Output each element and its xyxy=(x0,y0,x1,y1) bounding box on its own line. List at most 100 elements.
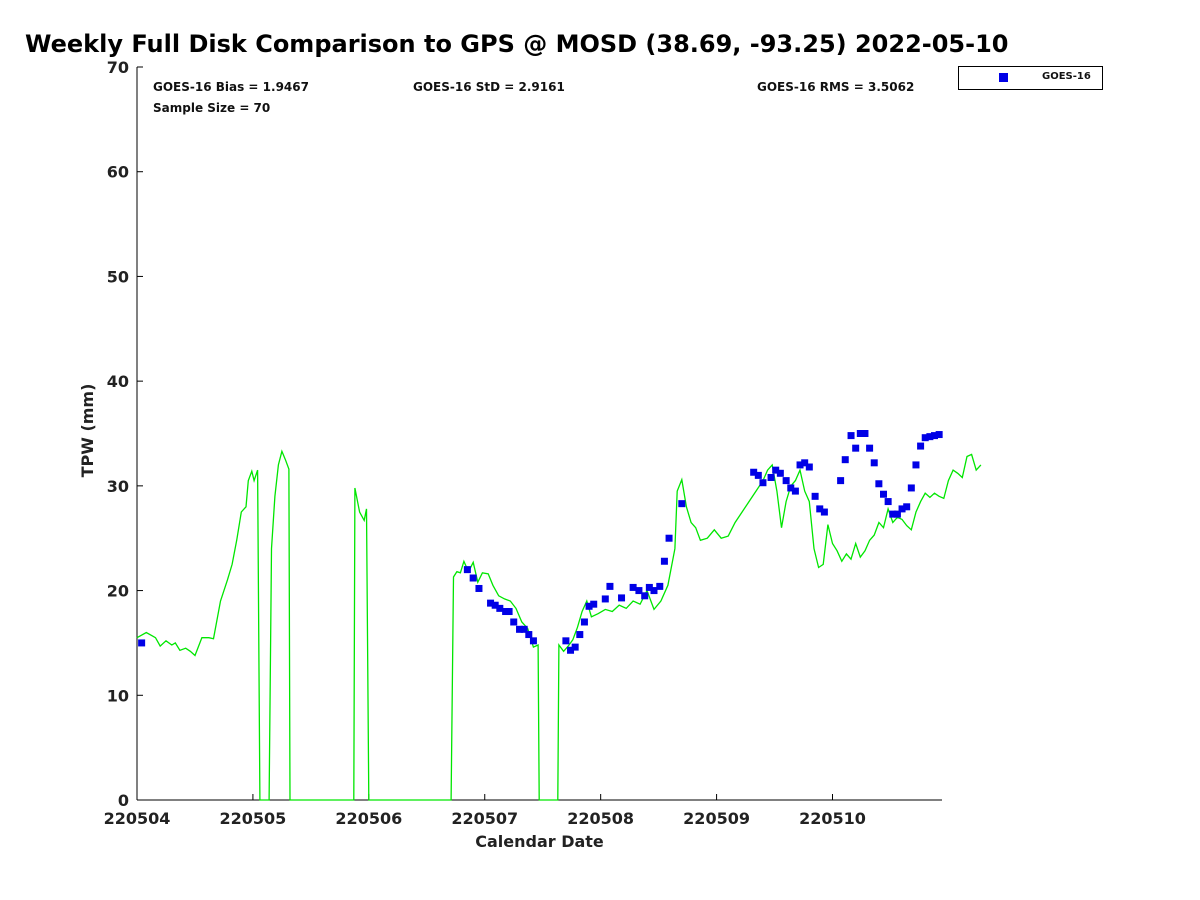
goes16-series xyxy=(138,430,943,654)
goes16-point xyxy=(491,601,499,609)
goes16-point xyxy=(861,430,869,437)
chart-title: Weekly Full Disk Comparison to GPS @ MOS… xyxy=(25,30,1009,58)
goes16-point xyxy=(866,444,874,452)
goes16-point xyxy=(880,490,888,498)
goes16-point xyxy=(772,466,780,474)
goes16-point xyxy=(660,557,668,565)
goes16-point xyxy=(463,566,471,574)
sample-size-stat: Sample Size = 70 xyxy=(153,101,271,115)
goes16-point xyxy=(138,639,146,647)
goes16-point xyxy=(870,459,878,467)
std-stat: GOES-16 StD = 2.9161 xyxy=(413,80,565,94)
goes16-point xyxy=(776,469,784,477)
y-axis-title: TPW (mm) xyxy=(78,384,97,478)
goes16-point xyxy=(525,631,533,639)
goes16-point xyxy=(496,604,504,612)
goes16-point xyxy=(635,587,643,595)
goes16-point xyxy=(796,461,804,469)
goes16-point xyxy=(935,431,943,439)
goes16-point xyxy=(520,625,528,633)
goes16-point xyxy=(562,637,570,645)
y-tick-label: 10 xyxy=(107,686,129,705)
gps-line xyxy=(136,449,982,801)
goes16-point xyxy=(926,433,934,441)
goes16-point xyxy=(487,599,495,607)
legend-marker-goes16 xyxy=(999,73,1008,82)
rms-stat: GOES-16 RMS = 3.5062 xyxy=(757,80,915,94)
x-tick-label: 220508 xyxy=(567,809,634,828)
goes16-point xyxy=(678,500,686,508)
axis-labels: 0 10 20 30 40 50 60 70 220504 220505 220506 220507 2… xyxy=(78,58,866,851)
axes xyxy=(136,66,942,801)
goes16-point xyxy=(567,646,575,654)
goes16-point xyxy=(469,574,477,582)
gps-series xyxy=(136,449,982,801)
goes16-point xyxy=(601,595,609,603)
goes16-point xyxy=(889,510,897,518)
goes16-point xyxy=(903,503,911,511)
goes16-point xyxy=(884,498,892,506)
goes16-point xyxy=(759,479,767,487)
goes16-point xyxy=(516,625,524,633)
goes16-point xyxy=(816,505,824,513)
x-axis-title: Calendar Date xyxy=(475,832,604,851)
goes16-point xyxy=(571,643,579,651)
goes16-point xyxy=(921,434,929,442)
goes16-point xyxy=(931,432,939,440)
goes16-point xyxy=(852,444,860,452)
goes16-point xyxy=(856,430,864,437)
goes16-point xyxy=(787,484,795,492)
goes16-point xyxy=(590,600,598,608)
goes16-point xyxy=(898,505,906,513)
goes16-point xyxy=(618,594,626,602)
y-tick-label: 30 xyxy=(107,477,129,496)
goes16-point xyxy=(801,459,809,467)
goes16-point xyxy=(805,463,813,471)
y-tick-label: 20 xyxy=(107,582,129,601)
x-tick-label: 220509 xyxy=(683,809,750,828)
goes16-point xyxy=(875,480,883,488)
goes16-point xyxy=(585,602,593,610)
goes16-point xyxy=(641,592,649,600)
x-tick-label: 220504 xyxy=(104,809,171,828)
goes16-point xyxy=(912,461,920,469)
x-tick-label: 220505 xyxy=(220,809,287,828)
goes16-point xyxy=(510,618,518,626)
y-tick-label: 50 xyxy=(107,267,129,286)
goes16-point xyxy=(917,442,925,450)
legend: GOES-16 xyxy=(958,66,1103,90)
goes16-point xyxy=(820,508,828,516)
goes16-point xyxy=(907,484,915,492)
goes16-point xyxy=(847,432,855,440)
goes16-point xyxy=(529,637,537,645)
y-tick-label: 0 xyxy=(118,791,129,810)
goes16-point xyxy=(754,471,762,479)
y-tick-label: 40 xyxy=(107,372,129,391)
goes16-point xyxy=(505,608,513,616)
x-tick-label: 220506 xyxy=(335,809,402,828)
x-tick-label: 220507 xyxy=(451,809,518,828)
goes16-point xyxy=(656,582,664,590)
goes16-point xyxy=(893,510,901,518)
goes16-point xyxy=(645,583,653,591)
goes16-point xyxy=(750,468,758,476)
goes16-point xyxy=(791,487,799,495)
bias-stat: GOES-16 Bias = 1.9467 xyxy=(153,80,309,94)
goes16-point xyxy=(837,477,845,485)
goes16-point xyxy=(629,583,637,591)
goes16-point xyxy=(650,587,658,595)
y-tick-label: 60 xyxy=(107,163,129,182)
y-tick-label: 70 xyxy=(107,58,129,77)
goes16-point xyxy=(811,492,819,500)
goes16-point xyxy=(580,618,588,626)
x-tick-label: 220510 xyxy=(799,809,866,828)
goes16-point xyxy=(767,473,775,481)
goes16-point xyxy=(782,477,790,485)
goes16-point xyxy=(606,582,614,590)
legend-label-goes16: GOES-16 xyxy=(1042,71,1091,82)
goes16-point xyxy=(665,534,673,542)
goes16-point xyxy=(576,631,584,639)
goes16-point xyxy=(475,584,483,592)
goes16-point xyxy=(841,456,849,464)
